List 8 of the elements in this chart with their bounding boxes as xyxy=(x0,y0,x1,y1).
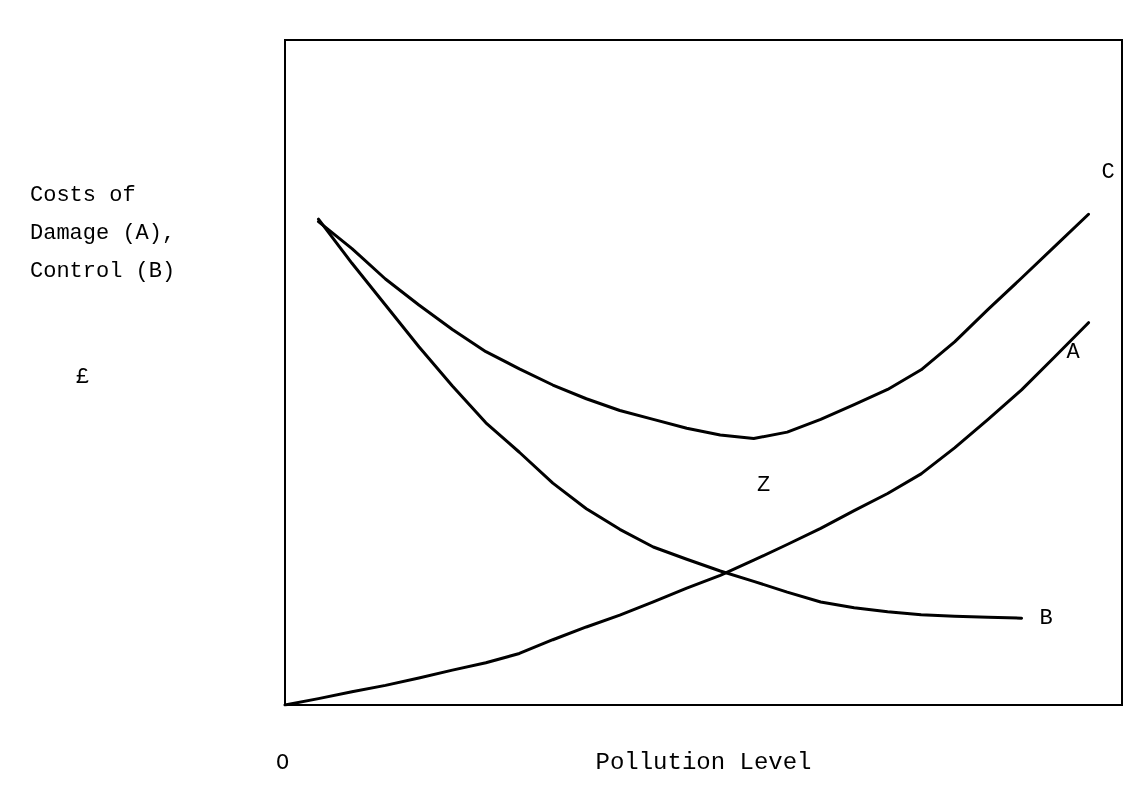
series-label: A xyxy=(1066,340,1081,366)
annotation: Z xyxy=(757,472,771,498)
series-label: B xyxy=(1039,605,1053,631)
series-label: C xyxy=(1101,159,1115,185)
x-axis-title: Pollution Level xyxy=(595,748,812,776)
text: £ xyxy=(76,364,90,390)
text: O xyxy=(276,750,290,776)
y-axis-title: Costs of Damage (A), Control (B) xyxy=(30,182,189,284)
